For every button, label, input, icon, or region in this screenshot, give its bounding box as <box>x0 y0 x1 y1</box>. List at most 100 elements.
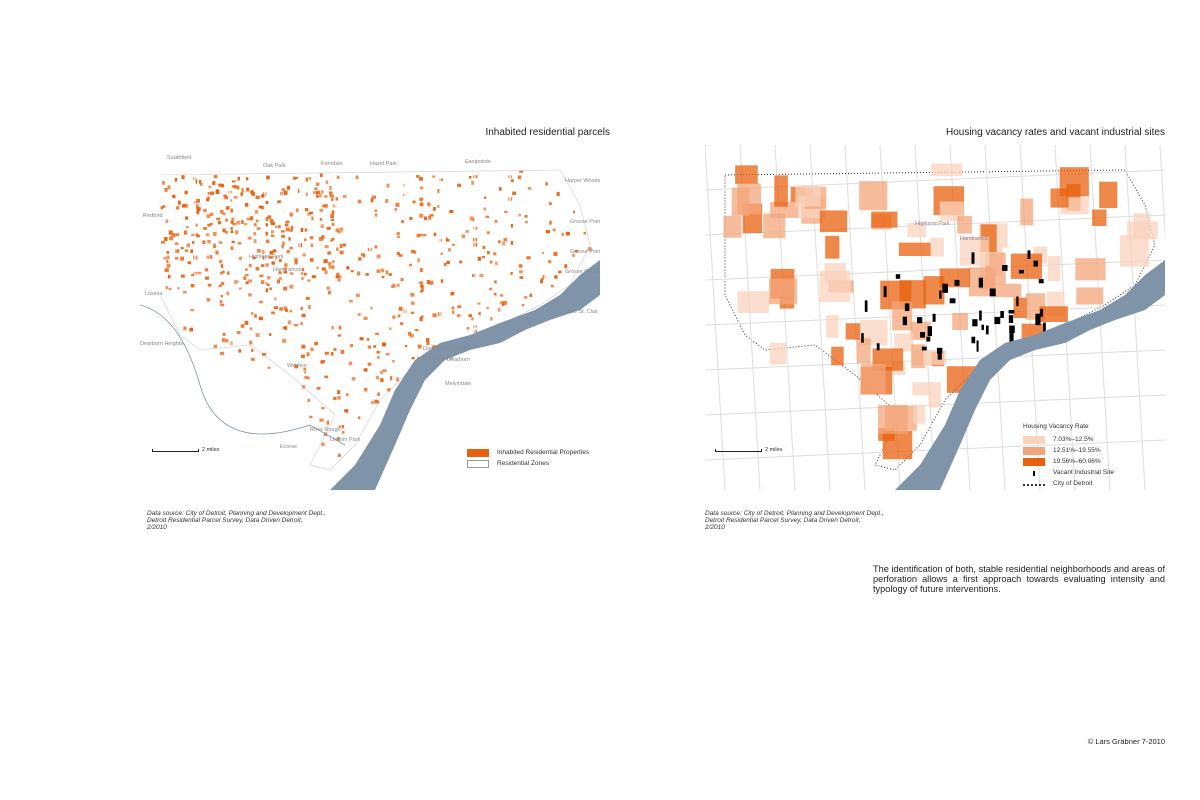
parcel <box>292 176 296 180</box>
parcel <box>261 205 264 210</box>
parcel <box>419 186 424 190</box>
parcel <box>213 245 217 249</box>
parcel <box>186 243 191 248</box>
parcel <box>248 279 253 283</box>
parcel <box>169 236 174 241</box>
parcel <box>312 191 317 194</box>
parcel <box>387 388 391 392</box>
parcel <box>253 313 257 318</box>
parcel <box>338 275 342 279</box>
parcel <box>240 192 244 196</box>
parcel <box>289 272 294 275</box>
parcel <box>336 247 339 252</box>
parcel <box>232 185 236 188</box>
parcel <box>541 277 544 281</box>
parcel <box>190 249 194 254</box>
parcel <box>206 297 211 302</box>
parcel <box>396 235 400 239</box>
vacant-industrial-site <box>936 347 943 354</box>
parcel <box>549 220 552 225</box>
parcel <box>261 194 265 198</box>
parcel <box>374 213 378 217</box>
parcel <box>326 226 331 230</box>
parcel <box>215 189 220 194</box>
parcel <box>194 233 198 237</box>
parcel <box>277 225 281 229</box>
parcel <box>177 200 181 205</box>
source-line: 2/2010 <box>147 524 167 531</box>
vacant-industrial-site <box>985 325 989 335</box>
parcel <box>209 255 213 259</box>
parcel <box>304 228 307 232</box>
parcel <box>407 331 412 336</box>
parcel <box>331 210 335 215</box>
place-label: Grosse Pointe <box>570 249 600 255</box>
parcel <box>299 321 303 325</box>
parcel <box>183 203 187 207</box>
parcel <box>255 195 260 200</box>
parcel <box>278 200 282 203</box>
place-label: River Rouge <box>310 427 341 433</box>
vacancy-cell <box>882 430 913 460</box>
parcel <box>545 230 550 234</box>
parcel <box>486 231 490 235</box>
parcel <box>450 292 454 296</box>
parcel <box>379 371 383 375</box>
parcel <box>168 230 173 235</box>
parcel <box>328 262 332 266</box>
parcel <box>283 267 287 271</box>
parcel <box>285 220 290 224</box>
parcel <box>269 287 273 290</box>
parcel <box>281 188 286 192</box>
parcel <box>301 344 306 349</box>
parcel <box>512 191 517 195</box>
parcel <box>276 279 281 284</box>
parcel <box>180 246 184 250</box>
parcel <box>241 188 244 193</box>
parcel <box>305 177 309 182</box>
parcel <box>382 369 387 373</box>
parcel <box>482 245 486 249</box>
parcel <box>342 430 345 434</box>
place-label: Downtown Detroit <box>423 346 467 352</box>
rouge-river <box>140 304 346 446</box>
parcel <box>478 312 481 316</box>
parcel <box>362 254 366 258</box>
vacant-industrial-site <box>1027 250 1031 259</box>
parcel <box>295 208 299 213</box>
parcel <box>250 191 254 195</box>
legend-label: 19.56%–60.06% <box>1053 458 1101 465</box>
parcel <box>400 278 404 282</box>
parcel <box>331 325 334 330</box>
parcel <box>321 406 325 410</box>
parcel <box>229 246 234 250</box>
vacancy-cell <box>898 242 931 256</box>
parcel <box>386 183 390 188</box>
parcel <box>428 215 432 220</box>
parcel <box>191 273 196 277</box>
parcel <box>245 177 249 181</box>
parcel <box>310 347 314 351</box>
parcel <box>370 198 374 203</box>
vacancy-cell <box>952 312 968 331</box>
parcel <box>300 272 304 275</box>
parcel <box>258 316 263 321</box>
parcel <box>328 191 333 194</box>
parcel <box>197 271 202 275</box>
parcel <box>237 176 240 181</box>
vacancy-cell <box>1120 235 1149 267</box>
parcel <box>175 249 179 253</box>
parcel <box>223 194 227 198</box>
parcel <box>265 223 269 227</box>
parcel <box>333 347 337 352</box>
parcel <box>526 256 531 260</box>
vacant-industrial-site <box>971 336 976 344</box>
parcel <box>346 393 349 397</box>
parcel <box>285 227 290 232</box>
vacancy-cell <box>913 404 926 424</box>
parcel <box>300 354 305 358</box>
parcel <box>183 326 187 331</box>
parcel <box>160 206 164 210</box>
vacancy-cell <box>1076 287 1104 305</box>
place-label: Lincoln Park <box>330 437 361 443</box>
